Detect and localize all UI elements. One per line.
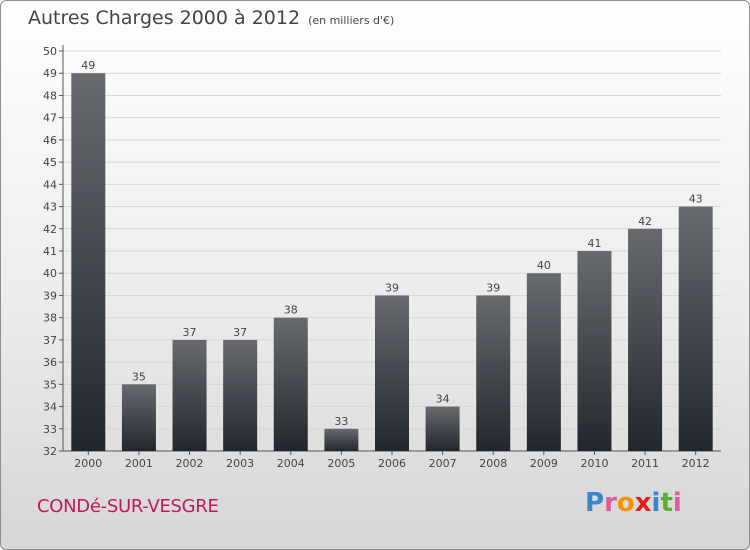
x-tick-label: 2009 xyxy=(530,457,558,470)
bars xyxy=(71,73,713,451)
bar xyxy=(121,384,156,451)
y-tick-label: 38 xyxy=(43,312,57,325)
logo-letter: r xyxy=(604,488,617,518)
bar xyxy=(71,73,106,451)
bar xyxy=(273,317,308,451)
data-label: 40 xyxy=(537,259,551,272)
data-label: 42 xyxy=(638,215,652,228)
data-label: 37 xyxy=(183,326,197,339)
data-label: 41 xyxy=(587,237,601,250)
chart-title: Autres Charges 2000 à 2012 (en milliers d… xyxy=(28,7,394,29)
data-labels: 49 35 37 37 38 33 39 34 39 40 41 42 43 xyxy=(81,59,702,428)
bar xyxy=(375,295,409,451)
y-tick-label: 37 xyxy=(43,334,57,347)
x-tick-label: 2002 xyxy=(176,457,204,470)
bar xyxy=(678,206,713,451)
x-tick-label: 2012 xyxy=(682,457,710,470)
data-label: 33 xyxy=(334,415,348,428)
logo-letter: t xyxy=(660,488,673,518)
data-label: 49 xyxy=(81,59,95,72)
chart-title-text: Autres Charges 2000 à 2012 xyxy=(28,7,301,29)
x-tick-label: 2001 xyxy=(125,457,153,470)
y-tick-label: 49 xyxy=(43,67,57,80)
bar xyxy=(425,406,460,451)
y-tick-label: 36 xyxy=(43,356,57,369)
x-tick-label: 2005 xyxy=(327,457,355,470)
data-label: 39 xyxy=(486,281,500,294)
y-tick-label: 34 xyxy=(43,401,57,414)
data-label: 38 xyxy=(284,304,298,317)
location-name: CONDé-SUR-VESGRE xyxy=(37,496,219,517)
bar xyxy=(172,339,207,451)
bar xyxy=(577,251,612,451)
y-tick-label: 39 xyxy=(43,289,57,302)
data-label: 43 xyxy=(689,193,703,206)
bar xyxy=(324,428,359,451)
logo-letter: i xyxy=(672,488,682,518)
data-label: 39 xyxy=(385,281,399,294)
x-tick-label: 2011 xyxy=(631,457,659,470)
data-label: 35 xyxy=(132,370,146,383)
x-tick-label: 2003 xyxy=(226,457,254,470)
bar xyxy=(628,228,663,451)
data-label: 37 xyxy=(233,326,247,339)
y-tick-label: 48 xyxy=(43,89,57,102)
y-tick-label: 33 xyxy=(43,423,57,436)
bar xyxy=(223,339,258,451)
logo-letter: i xyxy=(651,488,661,518)
bar xyxy=(526,273,561,451)
chart-subtitle: (en milliers d'€) xyxy=(308,14,395,27)
y-tick-label: 44 xyxy=(43,178,57,191)
x-tick-label: 2006 xyxy=(378,457,406,470)
x-tick-label: 2004 xyxy=(277,457,305,470)
y-tick-label: 50 xyxy=(43,45,57,58)
logo-letter: x xyxy=(634,488,652,518)
y-tick-label: 43 xyxy=(43,201,57,214)
y-tick-label: 40 xyxy=(43,267,57,280)
x-tick-label: 2007 xyxy=(429,457,457,470)
logo-letter: o xyxy=(616,488,635,518)
x-tick-label: 2000 xyxy=(74,457,102,470)
logo-letter: P xyxy=(585,488,605,518)
y-tick-label: 45 xyxy=(43,156,57,169)
proxiti-logo[interactable]: Proxiti xyxy=(585,488,682,518)
x-tick-label: 2010 xyxy=(580,457,608,470)
y-tick-label: 46 xyxy=(43,134,57,147)
bar xyxy=(476,295,511,451)
y-tick-label: 41 xyxy=(43,245,57,258)
y-tick-label: 47 xyxy=(43,112,57,125)
data-label: 34 xyxy=(436,393,450,406)
y-tick-label: 32 xyxy=(43,445,57,458)
x-tick-label: 2008 xyxy=(479,457,507,470)
y-tick-label: 35 xyxy=(43,378,57,391)
y-tick-label: 42 xyxy=(43,223,57,236)
